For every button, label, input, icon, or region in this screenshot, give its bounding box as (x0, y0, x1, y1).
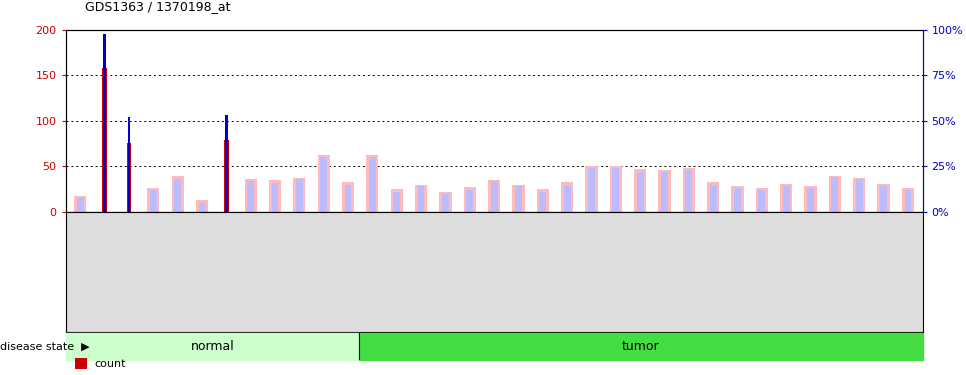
Bar (342, 182, 355, 212)
Bar (637, 172, 643, 212)
Bar (127, 143, 131, 212)
Bar (464, 188, 476, 212)
Bar (199, 203, 206, 212)
Bar (196, 200, 208, 212)
Bar (440, 192, 451, 212)
Text: count: count (95, 359, 127, 369)
Bar (731, 186, 744, 212)
Bar (491, 181, 497, 212)
Bar (366, 154, 379, 212)
Bar (585, 166, 598, 212)
Bar (734, 188, 741, 212)
Bar (561, 182, 573, 212)
Bar (829, 176, 841, 212)
Bar (225, 116, 228, 212)
Bar (415, 184, 427, 212)
Bar (588, 168, 595, 212)
Bar (877, 184, 890, 212)
Bar (610, 166, 622, 212)
Bar (393, 192, 400, 212)
Bar (904, 190, 911, 212)
Text: tumor: tumor (622, 340, 660, 353)
Bar (856, 179, 863, 212)
Bar (77, 197, 84, 212)
Bar (74, 195, 86, 212)
Bar (512, 184, 525, 212)
Bar (755, 188, 768, 212)
Bar (417, 186, 424, 212)
Bar (537, 189, 549, 212)
Bar (488, 180, 500, 212)
Bar (359, 333, 923, 360)
Bar (174, 179, 181, 212)
Bar (612, 168, 619, 212)
Bar (390, 189, 403, 212)
Bar (224, 140, 229, 212)
Bar (321, 158, 327, 212)
Bar (782, 186, 789, 212)
Bar (515, 186, 522, 212)
Bar (539, 192, 546, 212)
Bar (805, 186, 816, 212)
Bar (686, 170, 693, 212)
Text: disease state  ▶: disease state ▶ (0, 342, 90, 351)
Bar (832, 177, 838, 212)
Bar (147, 188, 159, 212)
Bar (564, 184, 571, 212)
Bar (66, 333, 359, 360)
Bar (880, 186, 887, 212)
Text: GDS1363 / 1370198_at: GDS1363 / 1370198_at (85, 0, 231, 13)
Bar (369, 158, 376, 212)
Bar (296, 179, 302, 212)
Bar (853, 178, 866, 212)
Bar (808, 188, 814, 212)
Bar (707, 182, 720, 212)
Bar (318, 154, 329, 212)
Bar (172, 176, 184, 212)
Bar (902, 188, 914, 212)
Bar (247, 181, 254, 212)
Bar (150, 190, 156, 212)
Bar (781, 184, 792, 212)
Bar (661, 172, 668, 212)
Bar (269, 180, 281, 212)
Bar (102, 68, 107, 212)
Bar (294, 178, 305, 212)
Bar (710, 184, 717, 212)
Bar (442, 194, 449, 212)
Bar (659, 170, 670, 212)
Text: normal: normal (190, 340, 235, 353)
Bar (758, 190, 765, 212)
Bar (244, 179, 257, 212)
Bar (683, 168, 695, 212)
Bar (634, 169, 646, 212)
Bar (467, 190, 473, 212)
Bar (103, 34, 106, 212)
Bar (271, 183, 278, 212)
Bar (345, 184, 352, 212)
Bar (128, 117, 130, 212)
